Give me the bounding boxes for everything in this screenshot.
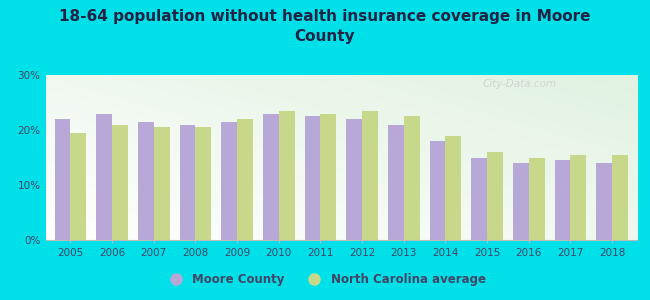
Bar	[196, 127, 211, 240]
Bar	[70, 133, 86, 240]
Bar	[596, 163, 612, 240]
Bar	[554, 160, 570, 240]
Bar	[528, 158, 545, 240]
Bar	[138, 122, 154, 240]
Bar	[112, 124, 128, 240]
Bar	[430, 141, 445, 240]
Bar	[179, 124, 196, 240]
Bar	[55, 119, 70, 240]
Bar	[346, 119, 362, 240]
Bar	[305, 116, 320, 240]
Bar	[471, 158, 487, 240]
Bar	[570, 155, 586, 240]
Bar	[96, 113, 112, 240]
Bar	[263, 113, 279, 240]
Bar	[513, 163, 528, 240]
Bar	[487, 152, 503, 240]
Bar	[237, 119, 253, 240]
Legend: Moore County, North Carolina average: Moore County, North Carolina average	[159, 269, 491, 291]
Bar	[404, 116, 419, 240]
Text: City-Data.com: City-Data.com	[483, 79, 557, 89]
Bar	[388, 124, 404, 240]
Bar	[221, 122, 237, 240]
Bar	[279, 111, 294, 240]
Bar	[362, 111, 378, 240]
Text: 18-64 population without health insurance coverage in Moore
County: 18-64 population without health insuranc…	[59, 9, 591, 44]
Bar	[320, 113, 336, 240]
Bar	[445, 136, 462, 240]
Bar	[612, 155, 628, 240]
Bar	[154, 127, 170, 240]
